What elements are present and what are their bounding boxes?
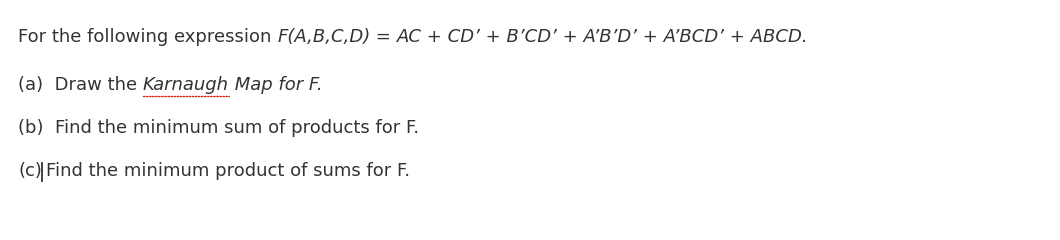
- Text: F(A,B,C,D): F(A,B,C,D): [277, 28, 370, 46]
- Text: =: =: [370, 28, 398, 46]
- Text: Find the minimum product of sums for F.: Find the minimum product of sums for F.: [46, 162, 410, 180]
- Text: Map for F.: Map for F.: [229, 76, 322, 94]
- Text: (a)  Draw the: (a) Draw the: [18, 76, 143, 94]
- Text: Karnaugh: Karnaugh: [143, 76, 229, 94]
- Text: (b)  Find the minimum sum of products for F.: (b) Find the minimum sum of products for…: [18, 119, 419, 137]
- Text: (c): (c): [18, 162, 42, 180]
- Text: AC + CD’ + B’CD’ + A’B’D’ + A’BCD’ + ABCD.: AC + CD’ + B’CD’ + A’B’D’ + A’BCD’ + ABC…: [398, 28, 809, 46]
- Text: For the following expression: For the following expression: [18, 28, 277, 46]
